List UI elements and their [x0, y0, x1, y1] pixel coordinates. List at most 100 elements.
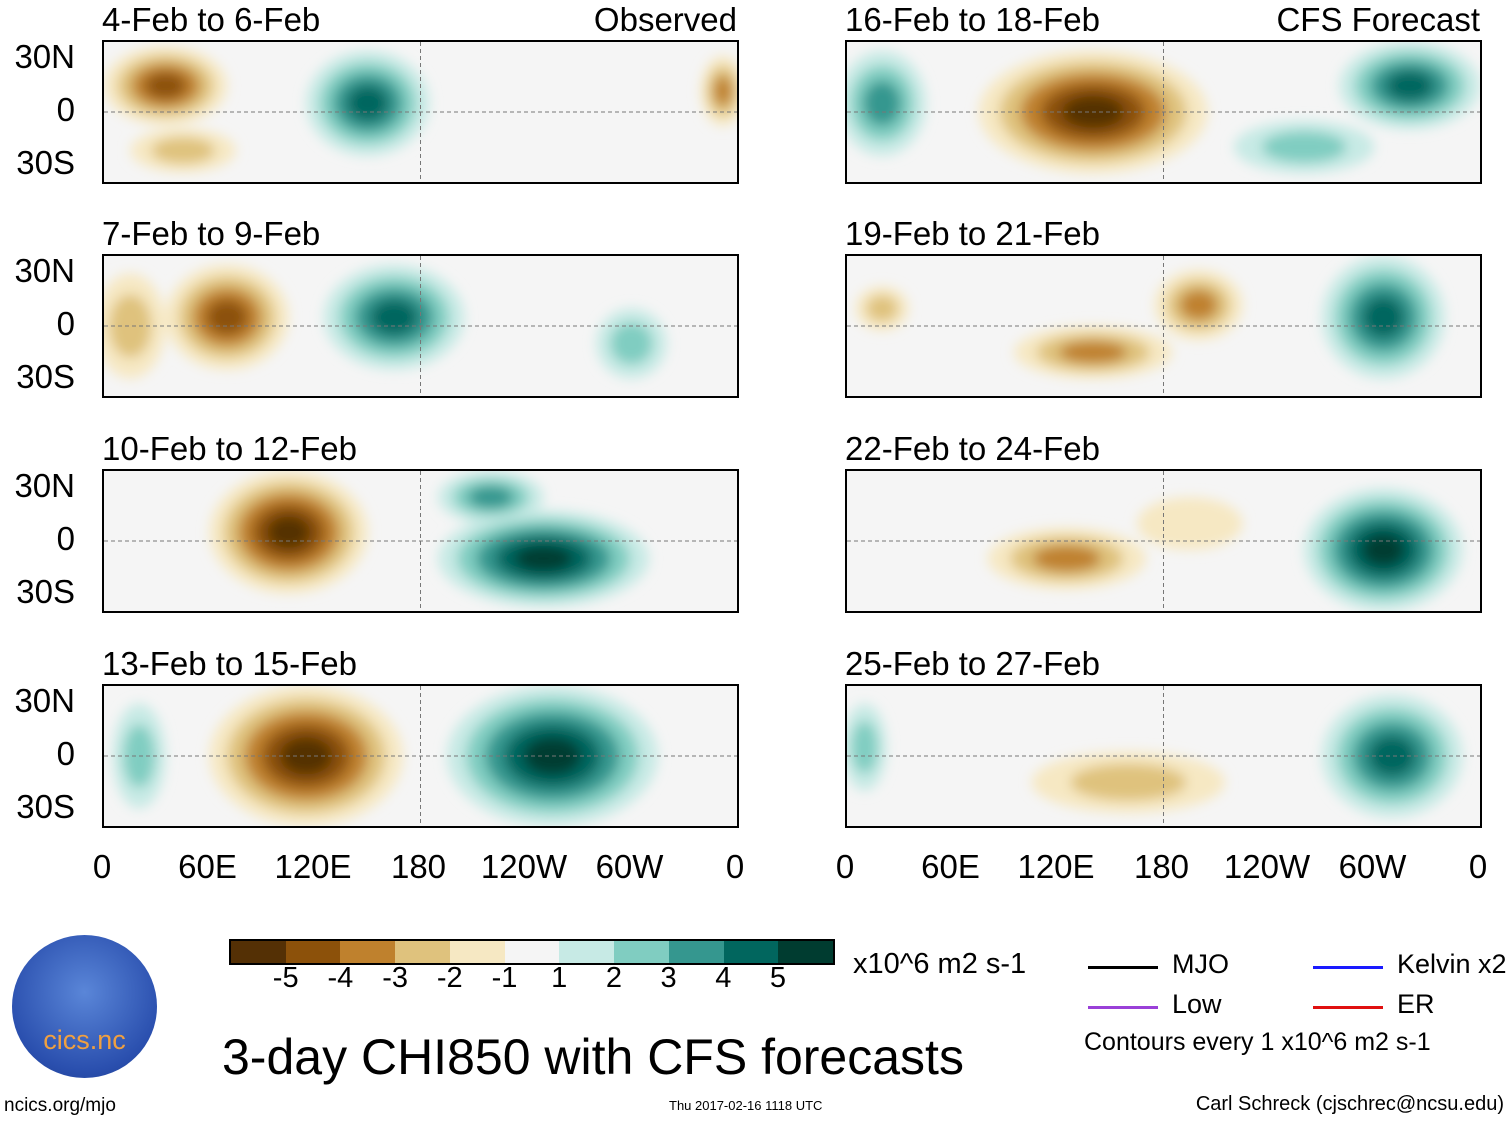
lon-tick-label: 60E [921, 848, 980, 885]
colorbar-swatch [340, 941, 396, 963]
map-panel [845, 469, 1482, 613]
author-label: Carl Schreck (cjschrec@ncsu.edu) [1195, 1093, 1504, 1115]
colorbar-label: 2 [605, 962, 622, 994]
anomaly-contour-fill [1361, 533, 1405, 567]
lat-tick-label: 0 [56, 91, 75, 128]
lon-tick-label: 0 [835, 848, 855, 885]
panel-title: 13-Feb to 15-Feb [102, 645, 357, 682]
panel-title: 7-Feb to 9-Feb [102, 215, 321, 252]
anomaly-contour-fill [1368, 735, 1416, 777]
anomaly-contour-fill [1032, 545, 1101, 572]
legend-label: Low [1172, 989, 1222, 1019]
anomaly-contour-fill [1386, 71, 1434, 101]
colorbar-label: 1 [551, 962, 568, 994]
map-panel [102, 469, 739, 613]
lon-tick-label: 180 [390, 848, 447, 885]
lat-tick-label: 30N [14, 467, 75, 504]
lon-tick-label: 0 [1468, 848, 1488, 885]
anomaly-contour-fill [468, 486, 514, 509]
map-panel [102, 684, 739, 828]
map-panel [845, 684, 1482, 828]
anomaly-contour-fill [514, 545, 573, 572]
lat-tick-label: 30N [14, 38, 75, 75]
anomaly-contour-fill [713, 76, 733, 106]
lon-tick-label: 120W [1223, 848, 1311, 885]
anomaly-contour-fill [370, 299, 418, 335]
legend-line-kelvin-x2 [1313, 966, 1383, 969]
lat-tick-label: 30S [16, 573, 75, 610]
colorbar-swatch [504, 941, 560, 963]
cics-logo: cics.nc [12, 935, 157, 1078]
lat-tick-label: 0 [56, 735, 75, 772]
panel-title: 19-Feb to 21-Feb [845, 215, 1100, 252]
panel-title: 25-Feb to 27-Feb [845, 645, 1100, 682]
panel-title: 16-Feb to 18-Feb [845, 1, 1100, 38]
timestamp: Thu 2017-02-16 1118 UTC [669, 1098, 823, 1113]
anomaly-contour-fill [267, 515, 311, 549]
panel-tag: Observed [593, 1, 737, 38]
anomaly-contour-fill [145, 72, 187, 99]
legend-label: MJO [1172, 949, 1229, 979]
panel-tag: CFS Forecast [1276, 1, 1480, 38]
anomaly-contour-fill [1070, 763, 1187, 801]
lon-tick-label: 180 [1133, 848, 1190, 885]
colorbar-label: -2 [436, 962, 463, 994]
lon-tick-label: 60E [178, 848, 237, 885]
lon-tick-label: 60W [595, 848, 664, 885]
map-panel [845, 40, 1482, 184]
anomaly-contour-fill [1059, 341, 1128, 364]
lat-tick-label: 30N [14, 252, 75, 289]
colorbar-swatch [668, 941, 724, 963]
anomaly-contour-fill [1137, 497, 1243, 550]
anomaly-contour-fill [866, 295, 898, 322]
colorbar-label: 5 [769, 962, 787, 994]
colorbar-label: -4 [327, 962, 354, 994]
panel-title: 10-Feb to 12-Feb [102, 430, 357, 467]
colorbar-label: 3 [660, 962, 677, 994]
anomaly-contour-fill [109, 294, 152, 358]
lat-tick-label: 30N [14, 682, 75, 719]
anomaly-contour-fill [863, 80, 902, 126]
lon-tick-label: 120E [1017, 848, 1095, 885]
lat-tick-label: 0 [56, 520, 75, 557]
colorbar-swatch [285, 941, 341, 963]
colorbar-swatch [723, 941, 779, 963]
anomaly-contour-fill [610, 322, 653, 365]
colorbar-swatch [449, 941, 505, 963]
panel-title: 4-Feb to 6-Feb [102, 1, 321, 38]
lat-tick-label: 30S [16, 358, 75, 395]
anomaly-contour-fill [1362, 296, 1404, 338]
lat-tick-label: 30S [16, 144, 75, 181]
legend-line-er [1313, 1006, 1383, 1009]
colorbar-swatch [231, 941, 286, 963]
colorbar-swatch [395, 941, 450, 963]
colorbar-label: -5 [272, 962, 299, 994]
units-label: x10^6 m2 s-1 [853, 948, 1027, 980]
contour-note: Contours every 1 x10^6 m2 s-1 [1084, 1028, 1431, 1056]
colorbar-label: -3 [382, 962, 408, 994]
anomaly-contour-fill [206, 299, 248, 335]
lon-tick-label: 120E [274, 848, 352, 885]
colorbar-label: 4 [715, 962, 732, 994]
map-panel [845, 254, 1482, 398]
colorbar-swatch [559, 941, 615, 963]
lon-tick-label: 120W [480, 848, 568, 885]
colorbar-swatch [614, 941, 669, 963]
lon-tick-label: 0 [92, 848, 112, 885]
lon-tick-label: 0 [725, 848, 745, 885]
figure-title: 3-day CHI850 with CFS forecasts [222, 1029, 964, 1085]
legend-label: Kelvin x2 [1397, 949, 1507, 979]
legend-line-low [1088, 1006, 1158, 1009]
anomaly-contour-fill [279, 736, 333, 776]
anomaly-contour-fill [347, 85, 389, 121]
map-panel [102, 254, 739, 398]
lat-tick-label: 30S [16, 788, 75, 825]
map-panel [102, 40, 739, 184]
logo-text: cics.nc [43, 1025, 126, 1055]
anomaly-contour-fill [151, 137, 215, 164]
lon-tick-label: 60W [1338, 848, 1407, 885]
anomaly-contour-fill [1179, 290, 1218, 320]
url-label: ncics.org/mjo [4, 1095, 116, 1116]
lat-tick-label: 0 [56, 305, 75, 342]
